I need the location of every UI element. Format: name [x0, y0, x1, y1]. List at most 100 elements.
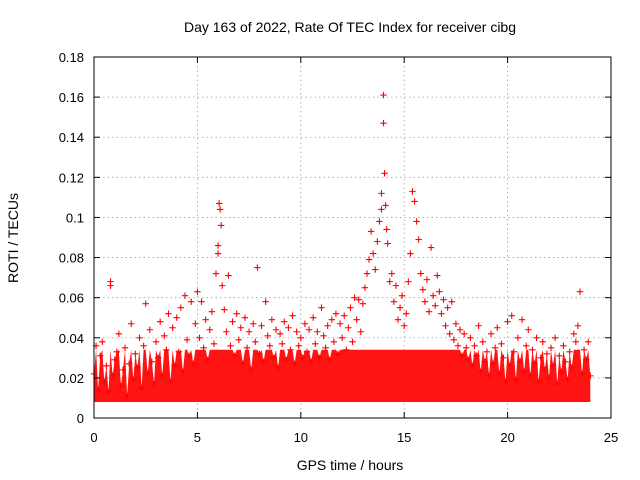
- data-point: [403, 310, 410, 317]
- data-point: [529, 346, 536, 354]
- data-point: [146, 326, 154, 333]
- data-point: [578, 370, 586, 378]
- data-point: [332, 310, 340, 317]
- data-point: [398, 292, 406, 299]
- data-point: [405, 278, 412, 285]
- x-tick-label: 20: [500, 430, 514, 445]
- data-point: [374, 238, 381, 245]
- data-point: [483, 348, 491, 356]
- data-point: [192, 320, 199, 327]
- data-point: [177, 304, 185, 311]
- data-point: [417, 270, 424, 277]
- data-point: [580, 346, 588, 354]
- chart-title: Day 163 of 2022, Rate Of TEC Index for r…: [184, 19, 516, 35]
- y-axis-label: ROTI / TECUs: [5, 193, 21, 283]
- data-point: [345, 324, 352, 331]
- data-point: [215, 200, 223, 207]
- noise-floor-band: [94, 349, 591, 402]
- y-tick-label: 0.06: [59, 291, 84, 306]
- data-point: [310, 314, 317, 321]
- data-point: [355, 296, 362, 303]
- data-point: [99, 338, 106, 345]
- data-point: [297, 334, 304, 341]
- data-point: [119, 366, 127, 374]
- data-point: [376, 218, 383, 225]
- data-point: [314, 328, 321, 335]
- data-point: [388, 270, 395, 277]
- data-point: [334, 350, 342, 358]
- data-point: [518, 316, 526, 323]
- data-point: [359, 300, 367, 307]
- y-tick-label: 0.08: [59, 251, 84, 266]
- data-point: [278, 340, 286, 347]
- data-point: [512, 376, 520, 384]
- data-point: [568, 364, 575, 372]
- data-point: [409, 188, 416, 195]
- data-point: [289, 312, 296, 319]
- data-point: [243, 344, 251, 352]
- data-point: [324, 322, 331, 329]
- data-point: [541, 366, 549, 374]
- data-point: [121, 344, 129, 352]
- data-point: [419, 286, 427, 293]
- data-point: [380, 119, 387, 127]
- data-point: [349, 338, 356, 345]
- data-point: [523, 342, 530, 349]
- data-point: [450, 336, 458, 343]
- data-point: [558, 368, 565, 376]
- data-point: [117, 382, 125, 390]
- data-point: [247, 366, 255, 374]
- data-point: [429, 292, 437, 299]
- data-point: [219, 282, 226, 289]
- data-point: [227, 342, 234, 349]
- data-point: [111, 356, 118, 364]
- data-point: [210, 340, 218, 347]
- data-point: [460, 330, 468, 337]
- data-point: [97, 352, 104, 360]
- data-point: [363, 270, 371, 277]
- data-point: [198, 298, 205, 305]
- data-point: [502, 378, 509, 386]
- data-point: [556, 352, 563, 360]
- data-point: [318, 304, 325, 311]
- plot-frame: [93, 56, 612, 419]
- data-point: [274, 364, 282, 372]
- data-point: [181, 292, 189, 299]
- data-point: [537, 354, 544, 362]
- data-point: [128, 320, 135, 327]
- data-point: [287, 346, 294, 354]
- data-point: [454, 342, 462, 349]
- data-point: [142, 300, 149, 307]
- data-point: [179, 368, 187, 376]
- x-tick-label: 10: [294, 430, 308, 445]
- y-tick-label: 0.14: [59, 130, 84, 145]
- data-points: [90, 91, 594, 400]
- data-point: [535, 378, 542, 386]
- data-point: [260, 358, 267, 366]
- data-point: [467, 334, 474, 341]
- data-point: [382, 202, 389, 209]
- data-point: [330, 338, 338, 345]
- data-point: [212, 270, 220, 277]
- data-point: [549, 362, 557, 370]
- y-tick-label: 0.1: [66, 210, 84, 225]
- data-point: [351, 294, 358, 301]
- data-point: [245, 328, 253, 335]
- y-tick-label: 0.02: [59, 371, 84, 386]
- data-point: [434, 272, 441, 279]
- data-point: [452, 320, 460, 327]
- y-tick-label: 0.18: [59, 50, 84, 65]
- data-point: [498, 340, 505, 347]
- data-point: [107, 278, 114, 285]
- data-point: [204, 356, 211, 364]
- data-point: [194, 288, 201, 295]
- data-point: [341, 312, 348, 319]
- data-point: [444, 304, 451, 311]
- data-point: [510, 348, 518, 356]
- grid-lines: [94, 57, 611, 418]
- data-point: [138, 384, 145, 392]
- data-point: [381, 170, 388, 177]
- data-point: [500, 354, 507, 362]
- data-point: [156, 318, 164, 325]
- data-point: [566, 348, 573, 356]
